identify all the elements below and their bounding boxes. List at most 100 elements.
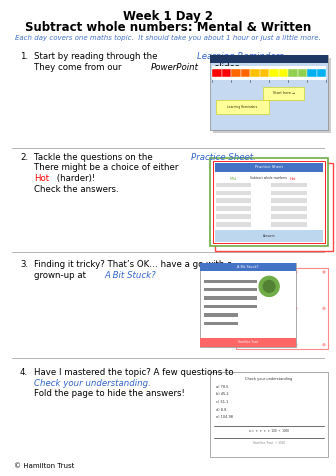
Bar: [271, 198, 307, 203]
Text: Check your understanding: Check your understanding: [245, 377, 293, 381]
Bar: [215, 230, 323, 242]
Bar: [215, 163, 333, 251]
Bar: [216, 183, 251, 187]
Text: Answers: Answers: [263, 234, 276, 238]
Text: (easier) or: (easier) or: [247, 163, 294, 172]
Text: Mild: Mild: [224, 163, 242, 172]
Text: Tackle the questions on the: Tackle the questions on the: [34, 153, 156, 162]
Text: Start by reading through the: Start by reading through the: [34, 52, 160, 61]
Bar: [212, 69, 221, 77]
Bar: [271, 207, 307, 211]
Circle shape: [267, 307, 269, 309]
Bar: [236, 268, 328, 349]
Bar: [212, 66, 326, 80]
Text: 1.: 1.: [20, 52, 28, 61]
Text: Finding it tricky? That’s OK… have a go with a: Finding it tricky? That’s OK… have a go …: [34, 260, 233, 269]
Bar: [271, 183, 307, 187]
Circle shape: [239, 344, 241, 346]
Bar: [271, 190, 307, 195]
Text: Each day covers one maths topic.  It should take you about 1 hour or just a litt: Each day covers one maths topic. It shou…: [15, 35, 321, 41]
Bar: [200, 263, 296, 271]
Bar: [216, 190, 251, 195]
Text: Check the answers.: Check the answers.: [34, 185, 119, 194]
Text: © Hamilton Trust: © Hamilton Trust: [14, 463, 74, 469]
Bar: [307, 69, 317, 77]
Text: c) 51.1: c) 51.1: [216, 400, 228, 404]
Bar: [200, 263, 296, 347]
Bar: [204, 288, 257, 291]
Text: a =  ×  ×  ×  ×  100  ÷  1000: a = × × × × 100 ÷ 1000: [249, 428, 289, 433]
Circle shape: [323, 271, 325, 273]
Text: Hot: Hot: [289, 178, 296, 181]
Text: slides.: slides.: [212, 62, 242, 71]
Text: Subtract whole numbers: Mental & Written: Subtract whole numbers: Mental & Written: [25, 21, 311, 34]
Bar: [297, 69, 307, 77]
Bar: [210, 158, 328, 246]
Bar: [216, 198, 251, 203]
Bar: [204, 313, 238, 317]
Bar: [210, 372, 328, 457]
Bar: [216, 207, 251, 211]
Text: Start here →: Start here →: [273, 91, 295, 95]
Bar: [269, 69, 279, 77]
Bar: [204, 280, 257, 283]
Text: PowerPoint: PowerPoint: [151, 62, 199, 71]
Text: 4.: 4.: [20, 368, 28, 377]
Bar: [216, 222, 251, 227]
Bar: [317, 69, 326, 77]
Circle shape: [239, 307, 241, 309]
Circle shape: [323, 344, 325, 346]
FancyBboxPatch shape: [263, 87, 304, 100]
Text: Hot: Hot: [34, 174, 49, 183]
Text: b) 45.2: b) 45.2: [216, 392, 228, 397]
Text: Hamilton Trust: Hamilton Trust: [238, 340, 258, 345]
Text: Subtract whole numbers: Subtract whole numbers: [251, 176, 288, 180]
Text: (harder)!: (harder)!: [53, 174, 95, 183]
Bar: [241, 69, 250, 77]
Bar: [288, 69, 297, 77]
Circle shape: [295, 307, 297, 309]
Text: Practice Sheet.: Practice Sheet.: [191, 153, 256, 162]
Circle shape: [323, 307, 325, 309]
Text: Learning Reminders.: Learning Reminders.: [197, 52, 286, 61]
Circle shape: [295, 271, 297, 273]
Text: d) 8.8: d) 8.8: [216, 408, 226, 412]
Text: Practice Sheet: Practice Sheet: [255, 165, 283, 169]
Text: 3.: 3.: [20, 260, 28, 269]
Bar: [204, 297, 257, 300]
Bar: [271, 222, 307, 227]
Bar: [204, 305, 257, 308]
Bar: [259, 69, 269, 77]
Bar: [231, 69, 241, 77]
Bar: [200, 338, 296, 347]
Circle shape: [239, 271, 241, 273]
Text: A Bit Stuck?: A Bit Stuck?: [104, 270, 156, 279]
Text: They come from our: They come from our: [34, 62, 124, 71]
Bar: [204, 321, 238, 325]
Text: 2.: 2.: [20, 153, 28, 162]
Text: e) 104.98: e) 104.98: [216, 416, 233, 419]
Bar: [279, 69, 288, 77]
Bar: [215, 163, 323, 172]
Bar: [210, 55, 328, 62]
Text: Mild: Mild: [230, 178, 237, 181]
Bar: [271, 214, 307, 218]
Circle shape: [263, 280, 275, 292]
Text: Have I mastered the topic? A few questions to: Have I mastered the topic? A few questio…: [34, 368, 234, 377]
Text: Learning Reminders: Learning Reminders: [227, 105, 258, 109]
FancyBboxPatch shape: [216, 100, 269, 113]
Text: Check your understanding.: Check your understanding.: [34, 378, 151, 387]
Circle shape: [267, 271, 269, 273]
Bar: [216, 214, 251, 218]
Circle shape: [267, 344, 269, 346]
Text: Week 1 Day 2: Week 1 Day 2: [123, 10, 213, 23]
Bar: [213, 161, 325, 243]
Circle shape: [295, 344, 297, 346]
Bar: [250, 69, 259, 77]
Bar: [213, 58, 331, 133]
Text: grown-up at: grown-up at: [34, 270, 89, 279]
Text: Hamilton Trust  © 2020: Hamilton Trust © 2020: [253, 441, 285, 446]
Text: There might be a choice of either: There might be a choice of either: [34, 163, 181, 172]
Bar: [221, 69, 231, 77]
Bar: [210, 55, 328, 130]
